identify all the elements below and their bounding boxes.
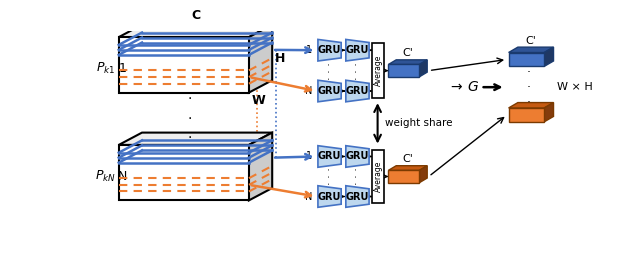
Bar [372,43,384,98]
Text: GRU: GRU [346,191,369,201]
Text: ·
·
·: · · · [188,92,192,145]
Polygon shape [544,103,554,122]
Text: W: W [252,94,265,107]
Polygon shape [509,108,544,122]
Text: Average: Average [374,55,383,86]
Text: $P_{kN}$: $P_{kN}$ [95,169,116,184]
Text: W × H: W × H [557,82,593,92]
Text: C': C' [403,154,413,164]
Bar [372,150,384,204]
Text: $\rightarrow\,\mathit{G}$: $\rightarrow\,\mathit{G}$ [448,80,479,94]
Text: GRU: GRU [318,86,341,96]
Polygon shape [388,64,419,77]
Text: · · ·: · · · [324,62,335,79]
Polygon shape [119,145,249,200]
Polygon shape [388,60,428,64]
Polygon shape [544,47,554,66]
Polygon shape [419,166,428,183]
Polygon shape [119,25,272,37]
Text: C': C' [525,36,536,46]
Text: N: N [118,170,127,183]
Polygon shape [388,170,419,183]
Polygon shape [119,133,272,145]
Polygon shape [119,37,249,93]
Text: 1: 1 [307,151,312,162]
Text: GRU: GRU [318,191,341,201]
Text: $P_{k1}$: $P_{k1}$ [96,61,116,76]
Text: GRU: GRU [346,151,369,162]
Polygon shape [509,47,554,53]
Polygon shape [346,39,369,61]
Polygon shape [419,60,428,77]
Text: ·
·
·: · · · [527,66,531,109]
Polygon shape [249,25,272,93]
Polygon shape [388,166,428,170]
Polygon shape [318,146,341,167]
Text: 1: 1 [307,45,312,55]
Polygon shape [318,80,341,102]
Text: N: N [305,191,312,201]
Polygon shape [346,186,369,207]
Polygon shape [346,80,369,102]
Text: GRU: GRU [318,151,341,162]
Polygon shape [509,53,544,66]
Text: N: N [305,86,312,96]
Text: GRU: GRU [346,45,369,55]
Text: C: C [191,10,200,22]
Text: · · ·: · · · [324,167,335,186]
Text: GRU: GRU [346,86,369,96]
Polygon shape [318,39,341,61]
Polygon shape [346,146,369,167]
Text: Average: Average [374,161,383,192]
Polygon shape [318,186,341,207]
Text: H: H [275,52,285,65]
Text: 1: 1 [118,62,127,75]
Text: GRU: GRU [318,45,341,55]
Text: · · ·: · · · [353,167,362,186]
Text: C': C' [403,48,413,58]
Polygon shape [509,103,554,108]
Text: · · ·: · · · [353,62,362,79]
Text: weight share: weight share [385,118,453,128]
Polygon shape [249,133,272,200]
